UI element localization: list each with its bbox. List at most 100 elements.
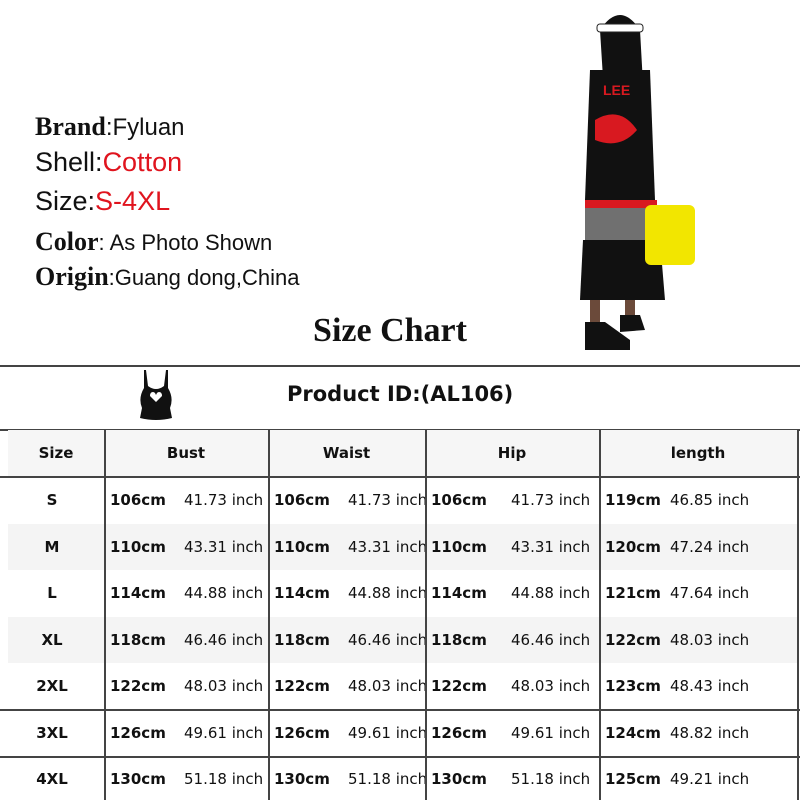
cell-background	[8, 616, 104, 663]
size-cell: XL	[41, 630, 63, 649]
hip-inch-cell: 48.03 inch	[511, 677, 591, 695]
column-header-size: Size	[8, 430, 104, 476]
hip-cm-cell: 118cm	[431, 630, 487, 649]
row-divider	[0, 756, 800, 758]
spec-brand: Brand:Fyluan	[35, 112, 185, 141]
size-cell: 4XL	[36, 770, 68, 788]
column-divider	[797, 430, 799, 800]
waist-inch-cell: 51.18 inch	[348, 770, 428, 788]
waist-cm-cell: 110cm	[274, 537, 330, 556]
column-divider	[425, 430, 427, 800]
chart-title: Size Chart	[313, 312, 467, 349]
hip-inch-cell: 43.31 inch	[511, 537, 591, 556]
bust-inch-cell: 44.88 inch	[184, 584, 264, 602]
spec-color: Color: As Photo Shown	[35, 227, 273, 256]
hip-cm-cell: 130cm	[431, 770, 487, 788]
hip-inch-cell: 51.18 inch	[511, 770, 591, 788]
row-divider	[0, 709, 800, 711]
hip-inch-cell: 49.61 inch	[511, 723, 591, 742]
cell-background	[104, 616, 268, 663]
hip-cm-cell: 114cm	[431, 584, 487, 602]
spec-origin: Origin:Guang dong,China	[35, 262, 300, 291]
size-cell: 2XL	[36, 677, 68, 695]
length-inch-cell: 49.21 inch	[670, 770, 750, 788]
svg-text:LEE: LEE	[603, 82, 630, 98]
table-row: 2XL 122cm 48.03 inch 122cm 48.03 inch 122cm 48…	[0, 663, 800, 709]
length-inch-cell: 48.43 inch	[670, 677, 750, 695]
cell-background	[425, 523, 599, 570]
cell-background	[268, 523, 425, 570]
bust-inch-cell: 46.46 inch	[184, 630, 264, 649]
hip-inch-cell: 41.73 inch	[511, 491, 591, 509]
length-inch-cell: 47.24 inch	[670, 537, 750, 556]
column-divider	[268, 430, 270, 800]
camisole-top-icon	[140, 370, 172, 420]
cell-background	[8, 523, 104, 570]
hip-cm-cell: 110cm	[431, 537, 487, 556]
cell-background	[268, 616, 425, 663]
column-divider	[599, 430, 601, 800]
table-row: 4XL 130cm 51.18 inch 130cm 51.18 inch 130cm 51…	[0, 756, 800, 800]
hip-cm-cell: 126cm	[431, 723, 487, 742]
waist-inch-cell: 46.46 inch	[348, 630, 428, 649]
size-cell: S	[46, 491, 58, 509]
waist-inch-cell: 43.31 inch	[348, 537, 428, 556]
table-top-border	[0, 365, 800, 367]
hip-cm-cell: 106cm	[431, 491, 487, 509]
bust-inch-cell: 51.18 inch	[184, 770, 264, 788]
column-header-waist: Waist	[268, 430, 425, 476]
column-divider	[104, 430, 106, 800]
length-inch-cell: 48.82 inch	[670, 723, 750, 742]
waist-inch-cell: 49.61 inch	[348, 723, 428, 742]
column-header-length: length	[599, 430, 797, 476]
hip-inch-cell: 46.46 inch	[511, 630, 591, 649]
length-cm-cell: 123cm	[605, 677, 661, 695]
waist-inch-cell: 48.03 inch	[348, 677, 428, 695]
length-inch-cell: 48.03 inch	[670, 630, 750, 649]
hip-cm-cell: 122cm	[431, 677, 487, 695]
cell-background	[425, 616, 599, 663]
length-cm-cell: 125cm	[605, 770, 661, 788]
cell-background	[104, 523, 268, 570]
bust-inch-cell: 48.03 inch	[184, 677, 264, 695]
table-row: 3XL 126cm 49.61 inch 126cm 49.61 inch 126cm 49…	[0, 710, 800, 756]
size-cell: 3XL	[36, 723, 68, 742]
length-cm-cell: 119cm	[605, 491, 661, 509]
length-cm-cell: 122cm	[605, 630, 661, 649]
table-row: M 110cm 43.31 inch 110cm 43.31 inch 110cm 43.3…	[0, 523, 800, 570]
model-photo: LEE	[580, 15, 695, 350]
bust-cm-cell: 118cm	[110, 630, 166, 649]
bust-cm-cell: 126cm	[110, 723, 166, 742]
hip-inch-cell: 44.88 inch	[511, 584, 591, 602]
bust-cm-cell: 122cm	[110, 677, 166, 695]
length-cm-cell: 120cm	[605, 537, 661, 556]
product-id: Product ID:(AL106)	[287, 382, 514, 406]
spec-size: Size:S-4XL	[35, 186, 171, 216]
bust-cm-cell: 106cm	[110, 491, 166, 509]
waist-cm-cell: 122cm	[274, 677, 330, 695]
waist-cm-cell: 126cm	[274, 723, 330, 742]
waist-cm-cell: 114cm	[274, 584, 330, 602]
bust-cm-cell: 110cm	[110, 537, 166, 556]
bust-cm-cell: 130cm	[110, 770, 166, 788]
table-row: XL 118cm 46.46 inch 118cm 46.46 inch 118cm 46.…	[0, 616, 800, 663]
waist-cm-cell: 106cm	[274, 491, 330, 509]
waist-inch-cell: 44.88 inch	[348, 584, 428, 602]
column-header-bust: Bust	[104, 430, 268, 476]
header-bottom-border	[0, 476, 800, 478]
table-row: S 106cm 41.73 inch 106cm 41.73 inch 106cm 41.7…	[0, 477, 800, 523]
length-cm-cell: 124cm	[605, 723, 661, 742]
bust-inch-cell: 43.31 inch	[184, 537, 264, 556]
spec-shell: Shell:Cotton	[35, 147, 183, 177]
waist-cm-cell: 118cm	[274, 630, 330, 649]
bust-inch-cell: 41.73 inch	[184, 491, 264, 509]
waist-inch-cell: 41.73 inch	[348, 491, 428, 509]
bust-cm-cell: 114cm	[110, 584, 166, 602]
table-row: L 114cm 44.88 inch 114cm 44.88 inch 114cm 44.8…	[0, 570, 800, 616]
column-header-hip: Hip	[425, 430, 599, 476]
cell-background	[599, 523, 797, 570]
cell-background	[599, 616, 797, 663]
bust-inch-cell: 49.61 inch	[184, 723, 264, 742]
length-inch-cell: 47.64 inch	[670, 584, 750, 602]
